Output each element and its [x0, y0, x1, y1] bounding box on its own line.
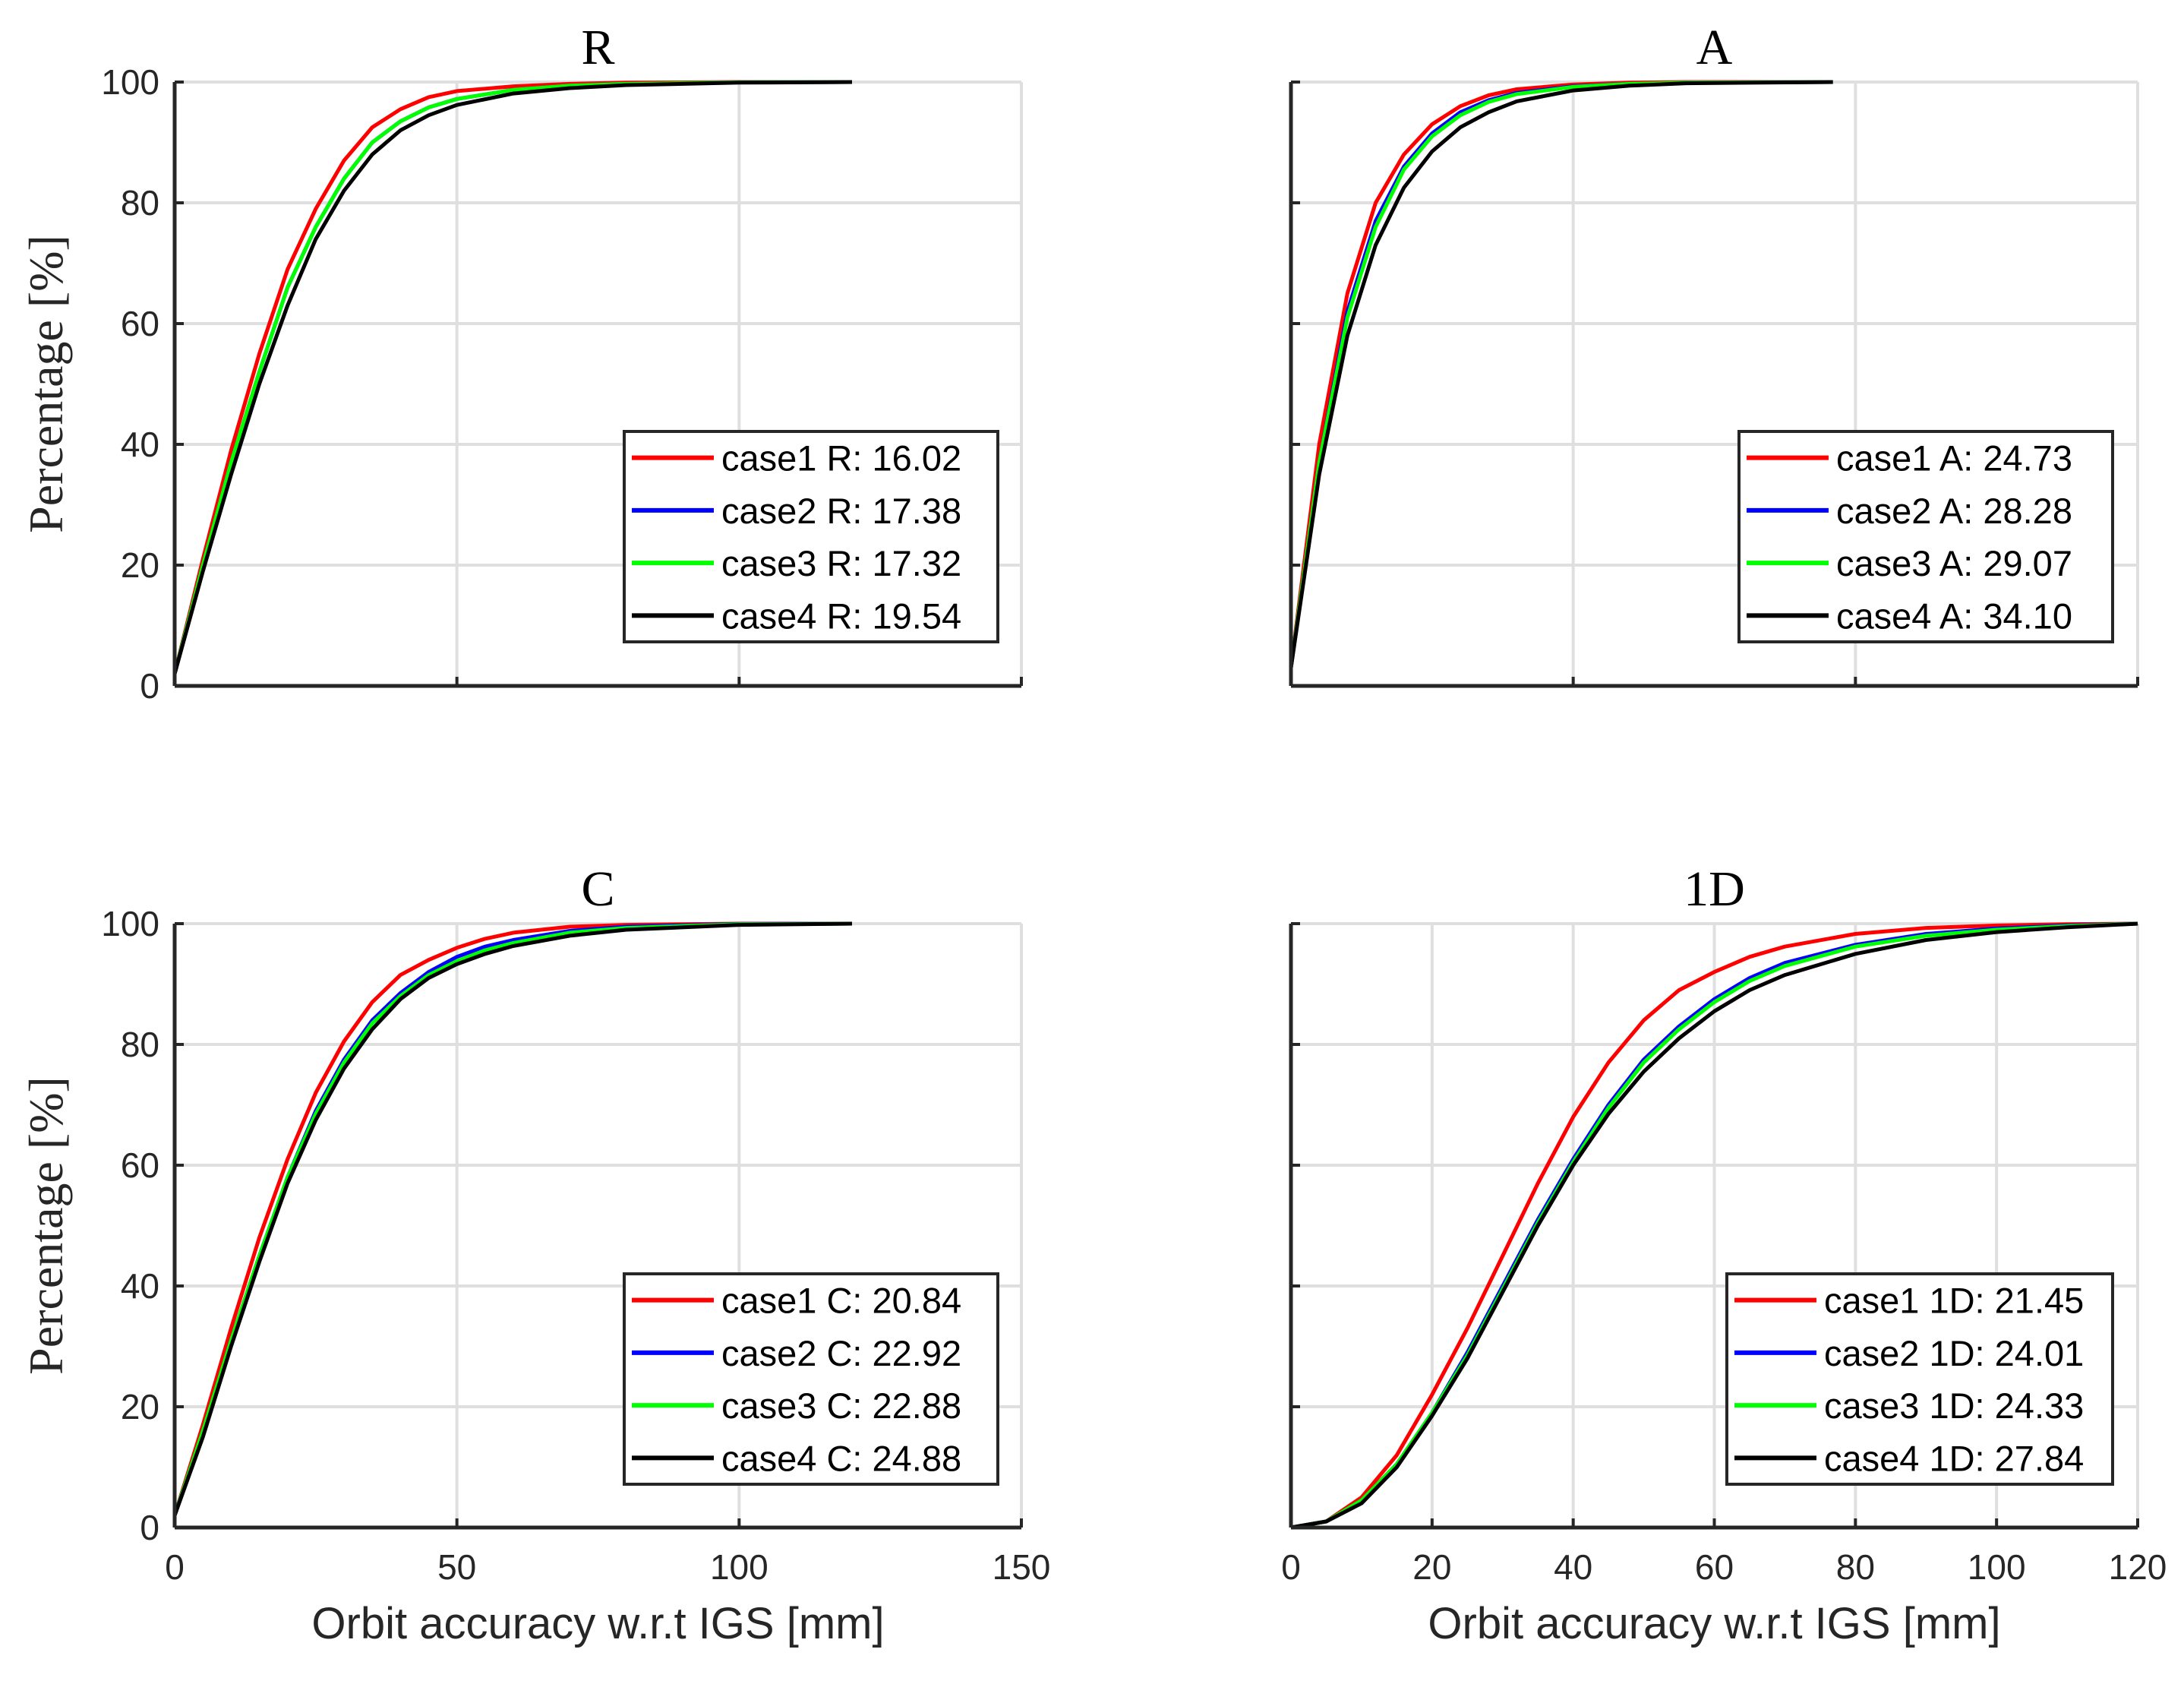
legend-label-case3: case3 1D: 24.33	[1824, 1385, 2084, 1426]
panel-title: C	[581, 861, 614, 917]
legend: case1 A: 24.73 case2 A: 28.28 case3 A: 29.…	[1737, 430, 2114, 643]
x-tick-label: 120	[2109, 1547, 2167, 1587]
legend: case1 C: 20.84 case2 C: 22.92 case3 C: 22.…	[623, 1272, 999, 1486]
series-line-case1	[172, 921, 852, 1516]
y-tick-label: 0	[140, 1508, 159, 1547]
x-tick-label: 0	[165, 1547, 185, 1587]
legend-label-case3: case3 A: 29.07	[1836, 543, 2072, 583]
legend-label-case1: case1 1D: 21.45	[1824, 1281, 2084, 1321]
legend-label-case4: case4 R: 19.54	[721, 596, 961, 636]
legend-box	[1725, 1272, 2114, 1486]
x-tick-label: 0	[1281, 1547, 1301, 1587]
y-tick-label: 80	[121, 183, 159, 223]
y-tick-label: 60	[121, 304, 159, 343]
legend-label-case2: case2 A: 28.28	[1836, 491, 2072, 531]
panel-title: R	[581, 20, 614, 75]
x-tick-label: 100	[1968, 1547, 2026, 1587]
series-line-case3	[172, 921, 853, 1516]
legend-label-case2: case2 1D: 24.01	[1824, 1333, 2084, 1373]
x-tick-label: 150	[993, 1547, 1051, 1587]
legend-label-case2: case2 C: 22.92	[721, 1333, 961, 1373]
legend: case1 1D: 21.45 case2 1D: 24.01 case3 1D: …	[1725, 1272, 2114, 1486]
x-tick-label: 40	[1554, 1547, 1592, 1587]
y-axis-label: Percentage [%]	[19, 235, 73, 533]
y-axis-label: Percentage [%]	[19, 1076, 73, 1375]
x-tick-label: 100	[710, 1547, 769, 1587]
y-tick-label: 60	[121, 1145, 159, 1185]
y-tick-label: 100	[101, 904, 159, 943]
legend-label-case3: case3 R: 17.32	[721, 543, 961, 583]
x-tick-label: 80	[1836, 1547, 1875, 1587]
legend-label-case4: case4 C: 24.88	[721, 1438, 961, 1478]
panel-title: 1D	[1684, 861, 1745, 917]
series-line-case4	[1289, 80, 1833, 668]
legend-label-case4: case4 A: 34.10	[1836, 596, 2072, 636]
y-tick-label: 100	[101, 62, 159, 102]
legend-box	[623, 430, 999, 643]
legend-label-case1: case1 C: 20.84	[721, 1281, 961, 1321]
y-tick-label: 0	[140, 666, 159, 706]
y-tick-label: 40	[121, 425, 159, 464]
x-tick-label: 20	[1412, 1547, 1451, 1587]
y-tick-label: 20	[121, 545, 159, 585]
x-tick-label: 60	[1695, 1547, 1734, 1587]
series-line-case4	[1290, 921, 2138, 1530]
y-tick-label: 20	[121, 1387, 159, 1427]
x-axis-label: Orbit accuracy w.r.t IGS [mm]	[311, 1599, 884, 1648]
y-tick-label: 80	[121, 1025, 159, 1064]
panel-4: 0 20 40 60 80 100 120 1D Orbit accuracy w.r.t IG…	[1281, 861, 2167, 1648]
legend: case1 R: 16.02 case2 R: 17.38 case3 R: 17.…	[623, 430, 999, 643]
legend-box	[1737, 430, 2114, 643]
legend-label-case3: case3 C: 22.88	[721, 1385, 961, 1426]
panel-title: A	[1696, 20, 1733, 75]
series-line-case4	[172, 80, 853, 675]
series-line-case4	[172, 921, 853, 1516]
x-axis-label: Orbit accuracy w.r.t IGS [mm]	[1428, 1599, 2000, 1648]
series-line-case1	[1290, 921, 2138, 1530]
legend-label-case1: case1 R: 16.02	[721, 438, 961, 479]
y-tick-label: 40	[121, 1266, 159, 1306]
legend-label-case4: case4 1D: 27.84	[1824, 1438, 2084, 1478]
legend-label-case1: case1 A: 24.73	[1836, 438, 2072, 479]
panel-1: 0 20 40 60 80 100 R Percentage [%] case1 R: 16.0…	[19, 20, 1023, 706]
legend-box	[623, 1272, 999, 1486]
panel-3: 0 50 100 150 0 20 40 60 80 100 C Percentage [%] Orbi…	[19, 861, 1050, 1648]
x-tick-label: 50	[437, 1547, 476, 1587]
legend-label-case2: case2 R: 17.38	[721, 491, 961, 531]
